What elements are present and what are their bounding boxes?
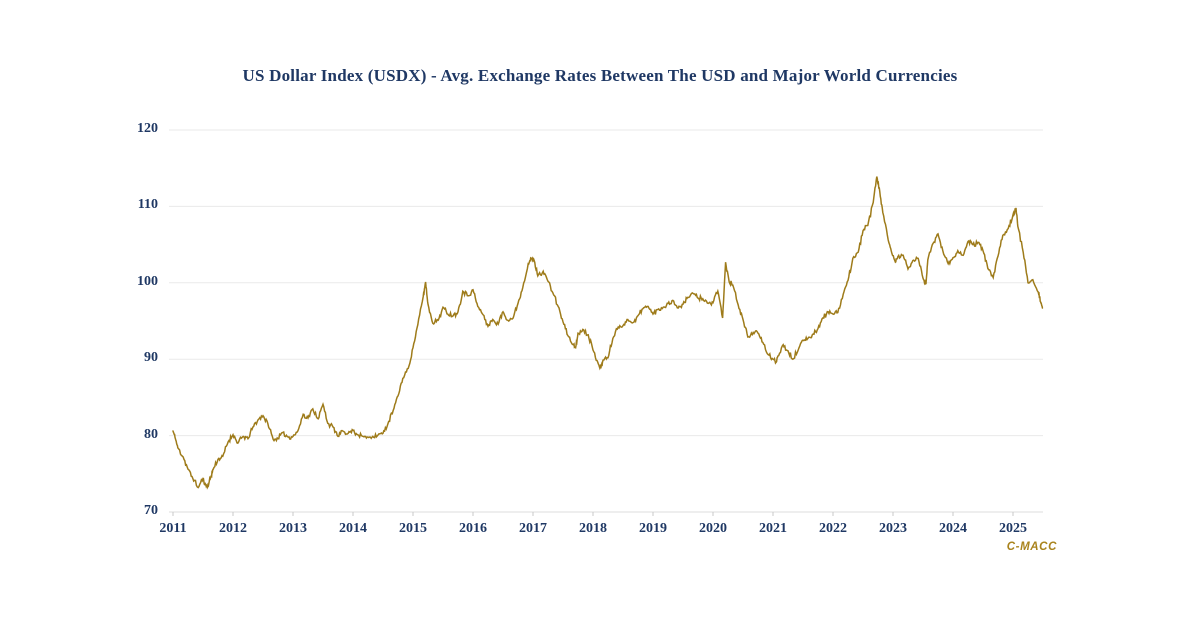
- x-axis-tick-label: 2011: [159, 521, 187, 536]
- x-axis-tick-label: 2021: [759, 521, 787, 536]
- x-axis-tick-label: 2012: [219, 521, 247, 536]
- x-axis-tick-label: 2019: [639, 521, 667, 536]
- y-axis-tick-label: 110: [137, 197, 158, 213]
- x-axis-tick-label: 2017: [519, 521, 547, 536]
- y-axis-tick-label: 80: [144, 426, 158, 442]
- x-axis-tick-label: 2023: [879, 521, 907, 536]
- x-axis-tick-label: 2020: [699, 521, 727, 536]
- x-axis-tick-label: 2013: [279, 521, 307, 536]
- cmacc-watermark: C-MACC: [1006, 541, 1057, 553]
- y-axis-tick-label: 90: [144, 350, 158, 366]
- usdx-line: [172, 176, 1044, 490]
- x-axis-tick-label: 2024: [939, 521, 967, 536]
- y-axis-tick-label: 70: [144, 503, 158, 518]
- x-axis-tick-label: 2014: [339, 521, 367, 536]
- x-axis-tick-label: 2018: [579, 521, 607, 536]
- x-axis-tick-label: 2022: [819, 521, 847, 536]
- chart-title: US Dollar Index (USDX) - Avg. Exchange R…: [242, 66, 958, 85]
- x-axis-tick-label: 2025: [999, 521, 1027, 536]
- x-axis-tick-label: 2015: [399, 521, 427, 536]
- x-axis-tick-label: 2016: [459, 521, 487, 536]
- y-axis-tick-label: 120: [137, 121, 158, 136]
- y-axis-tick-label: 100: [137, 273, 158, 289]
